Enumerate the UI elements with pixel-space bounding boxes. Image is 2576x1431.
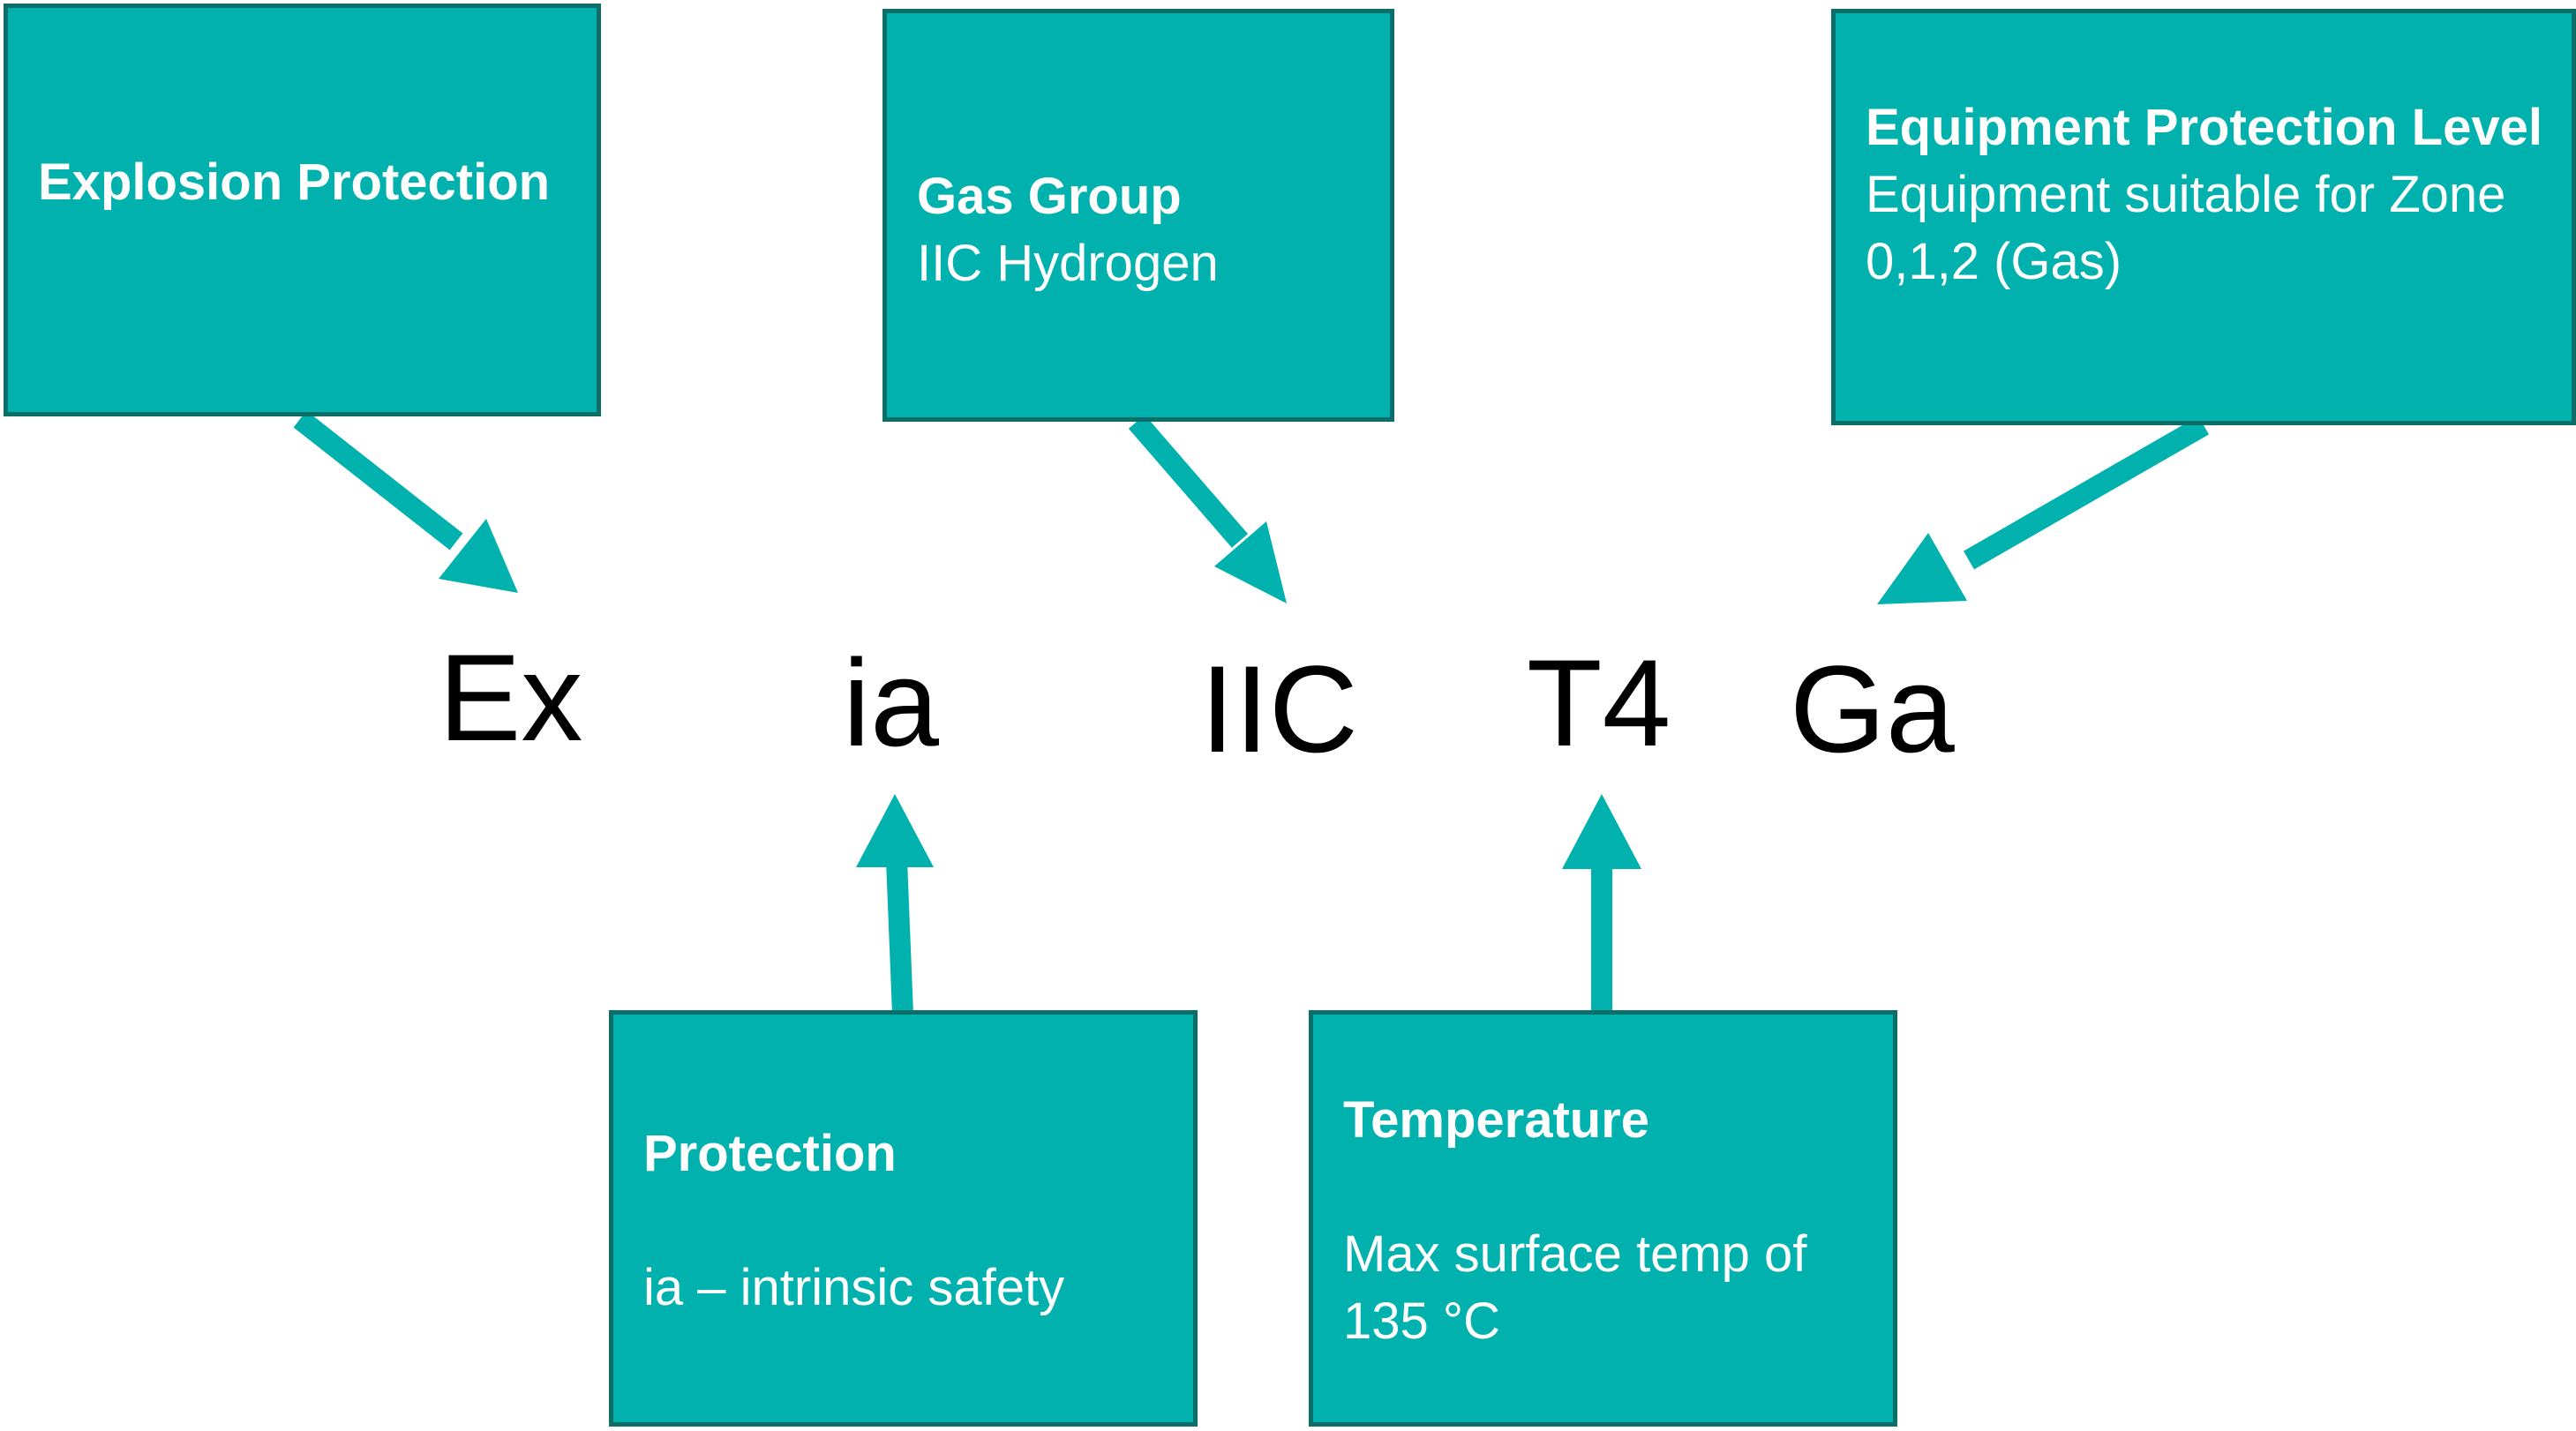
temperature-box: Temperature Max surface temp of 135 °C [1309, 1010, 1897, 1427]
gas-group-title: Gas Group [917, 168, 1182, 225]
equipment-protection-level-title: Equipment Protection Level [1866, 99, 2542, 156]
arrow-protection-to-ia [856, 794, 934, 1015]
code-ga: Ga [1790, 640, 1955, 778]
arrow-epl-to-ga [1877, 416, 2209, 604]
gas-group-box: Gas Group IIC Hydrogen [882, 9, 1394, 422]
arrow-gasgroup-to-iic [1128, 415, 1287, 603]
equipment-protection-level-box: Equipment Protection Level Equipment sui… [1831, 9, 2576, 425]
code-iic: IIC [1200, 640, 1358, 778]
arrow-explosion-to-ex [293, 410, 518, 593]
code-ia: ia [843, 633, 939, 772]
protection-box: Protection ia – intrinsic safety [609, 1010, 1198, 1427]
temperature-title: Temperature [1343, 1091, 1650, 1149]
explosion-protection-title: Explosion Protection [38, 154, 551, 211]
code-ex: Ex [439, 628, 583, 767]
temperature-description: Max surface temp of 135 °C [1343, 1225, 1807, 1350]
equipment-protection-level-description: Equipment suitable for Zone 0,1,2 (Gas) [1866, 166, 2506, 290]
arrow-temperature-to-t4 [1562, 794, 1641, 1015]
protection-description: ia – intrinsic safety [643, 1259, 1065, 1316]
code-t4: T4 [1527, 633, 1671, 772]
explosion-protection-box: Explosion Protection [4, 4, 601, 416]
gas-group-description: IIC Hydrogen [917, 235, 1219, 292]
protection-title: Protection [643, 1125, 897, 1182]
